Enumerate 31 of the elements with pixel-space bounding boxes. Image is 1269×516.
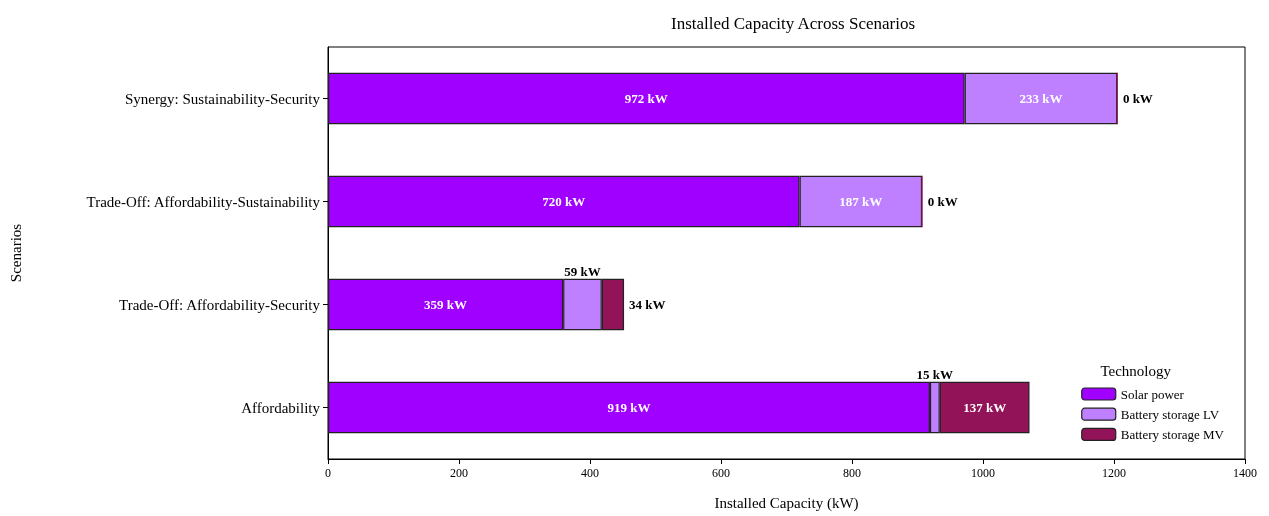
x-tick-label: 800: [843, 466, 861, 480]
legend-label: Battery storage MV: [1120, 426, 1225, 442]
x-axis-title: Installed Capacity (kW): [714, 494, 859, 512]
legend-title: Technology: [1100, 362, 1172, 379]
data-label: 187 kW: [839, 194, 883, 209]
chart-title: Installed Capacity Across Scenarios: [670, 14, 916, 33]
y-tick-label: Trade-Off: Affordability-Sustainability: [86, 193, 321, 210]
data-label: 359 kW: [424, 297, 468, 312]
data-label: 15 kW: [916, 366, 954, 382]
data-label: 0 kW: [927, 194, 958, 209]
legend-label: Solar power: [1120, 386, 1185, 402]
data-label: 59 kW: [564, 263, 601, 279]
data-label: 919 kW: [607, 400, 651, 415]
x-tick-label: 0: [325, 466, 331, 480]
y-axis-title: Scenarios: [7, 223, 24, 283]
y-tick-label: Synergy: Sustainability-Security: [124, 90, 321, 107]
data-label: 34 kW: [629, 297, 666, 312]
data-label: 137 kW: [963, 400, 1007, 415]
data-label: 0 kW: [1122, 91, 1153, 106]
x-tick-label: 200: [450, 466, 468, 480]
x-tick-label: 1000: [971, 466, 995, 480]
data-label: 972 kW: [624, 91, 668, 106]
x-tick-label: 600: [712, 466, 730, 480]
y-tick-label: Affordability: [241, 399, 321, 416]
x-tick-label: 400: [581, 466, 599, 480]
x-tick-label: 1400: [1233, 466, 1257, 480]
legend-label: Battery storage LV: [1120, 406, 1220, 422]
y-tick-label: Trade-Off: Affordability-Security: [119, 296, 321, 313]
x-tick-label: 1200: [1102, 466, 1126, 480]
data-label: 233 kW: [1019, 91, 1063, 106]
data-label: 720 kW: [542, 194, 586, 209]
